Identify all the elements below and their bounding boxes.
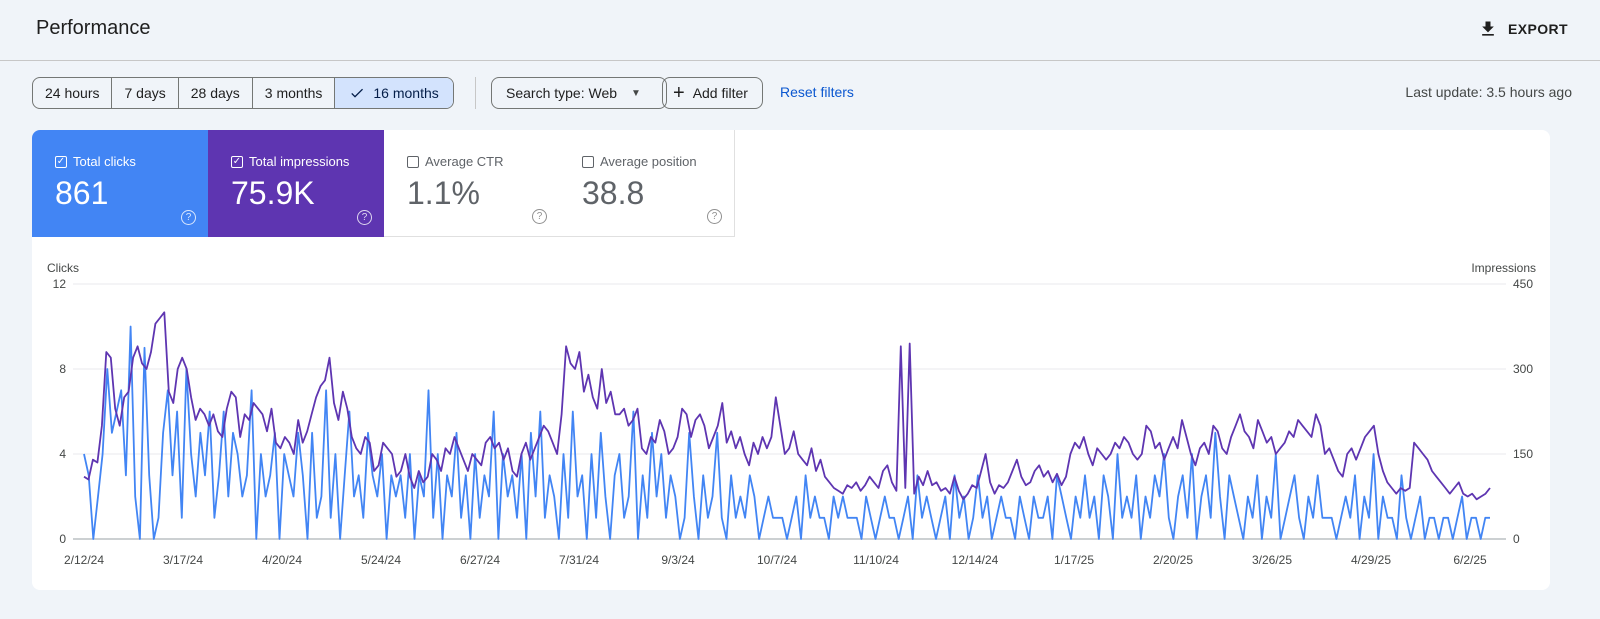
metric-label: Average position [600, 154, 697, 169]
clicks-series-line [83, 325, 1490, 540]
range-label: 16 months [373, 85, 439, 101]
range-28-days[interactable]: 28 days [179, 78, 253, 108]
export-button[interactable]: EXPORT [1478, 17, 1568, 41]
x-tick-label: 3/17/24 [163, 553, 203, 567]
help-icon[interactable]: ? [532, 209, 547, 224]
page-title: Performance [36, 17, 151, 39]
metric-label: Average CTR [425, 154, 504, 169]
help-icon[interactable]: ? [707, 209, 722, 224]
metric-value: 75.9K [231, 175, 315, 211]
left-axis-title: Clicks [47, 261, 79, 275]
filter-toolbar: 24 hours 7 days 28 days 3 months 16 mont… [32, 77, 1572, 109]
x-tick-label: 5/24/24 [361, 553, 401, 567]
right-tick-label: 0 [1513, 532, 1520, 546]
checkbox-unchecked-icon[interactable] [582, 155, 594, 168]
metric-value: 1.1% [407, 175, 480, 211]
reset-filters-link[interactable]: Reset filters [780, 84, 854, 100]
x-tick-label: 2/12/24 [64, 553, 104, 567]
checkbox-unchecked-icon[interactable] [407, 155, 419, 168]
metric-header: ✓ Total impressions [231, 154, 349, 169]
range-3-months[interactable]: 3 months [253, 78, 336, 108]
search-type-dropdown[interactable]: Search type: Web ▼ [491, 77, 667, 109]
checkbox-checked-icon[interactable]: ✓ [231, 155, 243, 168]
metric-label: Total impressions [249, 154, 350, 169]
left-tick-label: 12 [53, 277, 67, 291]
metric-value: 38.8 [582, 175, 645, 211]
x-tick-label: 12/14/24 [952, 553, 999, 567]
performance-chart: Clicks Impressions 0 0 4 150 8 300 12 450 2/12/24 3… [32, 255, 1550, 590]
left-tick-label: 8 [59, 362, 66, 376]
range-label: 28 days [190, 85, 240, 101]
metric-average-ctr[interactable]: Average CTR 1.1% ? [384, 130, 560, 237]
impressions-series-line [83, 311, 1491, 501]
metric-header: Average position [582, 154, 697, 169]
x-tick-label: 2/20/25 [1153, 553, 1193, 567]
x-tick-label: 9/3/24 [661, 553, 695, 567]
metric-average-position[interactable]: Average position 38.8 ? [559, 130, 735, 237]
help-icon[interactable]: ? [181, 210, 196, 225]
x-tick-label: 4/29/25 [1351, 553, 1391, 567]
export-label: EXPORT [1508, 21, 1568, 37]
search-type-label: Search type: Web [506, 85, 618, 101]
date-range-selector: 24 hours 7 days 28 days 3 months 16 mont… [32, 77, 454, 109]
chart-svg: Clicks Impressions 0 0 4 150 8 300 12 450 2/12/24 3… [47, 261, 1536, 567]
range-label: 24 hours [45, 85, 100, 101]
metric-header: Average CTR [407, 154, 504, 169]
range-24-hours[interactable]: 24 hours [33, 78, 113, 108]
x-tick-label: 4/20/24 [262, 553, 302, 567]
metric-value: 861 [55, 175, 109, 211]
download-icon [1482, 21, 1494, 36]
right-tick-label: 450 [1513, 277, 1533, 291]
add-filter-button[interactable]: + Add filter [662, 77, 763, 109]
metric-label: Total clicks [73, 154, 136, 169]
dropdown-arrow-icon: ▼ [631, 87, 641, 99]
page-header: Performance EXPORT [0, 0, 1600, 61]
range-7-days[interactable]: 7 days [112, 78, 179, 108]
left-tick-label: 4 [59, 447, 66, 461]
right-tick-label: 300 [1513, 362, 1533, 376]
last-update-text: Last update: 3.5 hours ago [1405, 84, 1572, 100]
range-16-months[interactable]: 16 months [335, 78, 453, 108]
x-tick-label: 11/10/24 [853, 553, 899, 567]
range-label: 7 days [124, 85, 166, 101]
metric-header: ✓ Total clicks [55, 154, 136, 169]
left-tick-label: 0 [59, 532, 66, 546]
x-tick-label: 6/2/25 [1453, 553, 1487, 567]
toolbar-divider [475, 77, 476, 109]
help-icon[interactable]: ? [357, 210, 372, 225]
performance-card: ✓ Total clicks 861 ? ✓ Total impressions… [32, 130, 1550, 590]
x-tick-label: 6/27/24 [460, 553, 500, 567]
right-axis-title: Impressions [1471, 261, 1536, 275]
metric-total-clicks[interactable]: ✓ Total clicks 861 ? [32, 130, 208, 237]
x-tick-label: 1/17/25 [1054, 553, 1094, 567]
check-icon [351, 88, 364, 98]
range-label: 3 months [264, 85, 323, 101]
x-tick-label: 7/31/24 [559, 553, 599, 567]
x-tick-label: 10/7/24 [757, 553, 797, 567]
plus-icon: + [673, 82, 685, 104]
x-tick-label: 3/26/25 [1252, 553, 1292, 567]
metric-total-impressions[interactable]: ✓ Total impressions 75.9K ? [208, 130, 384, 237]
checkbox-checked-icon[interactable]: ✓ [55, 155, 67, 168]
right-tick-label: 150 [1513, 447, 1533, 461]
add-filter-label: Add filter [692, 85, 748, 101]
